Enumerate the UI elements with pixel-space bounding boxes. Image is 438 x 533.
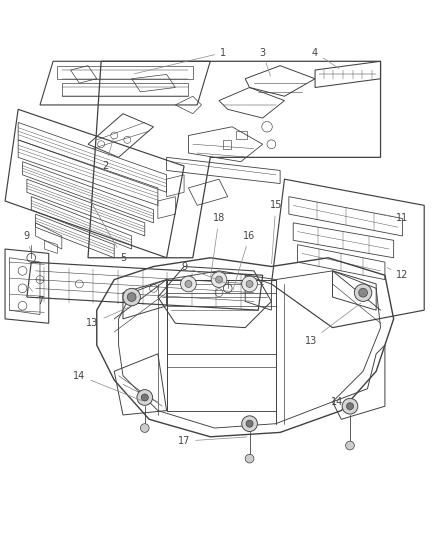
Text: 17: 17 (178, 436, 247, 446)
Text: 9: 9 (24, 231, 31, 251)
Circle shape (180, 276, 196, 292)
Circle shape (215, 276, 223, 283)
Circle shape (141, 424, 149, 432)
Text: 11: 11 (383, 214, 409, 223)
Text: 16: 16 (233, 231, 256, 290)
Circle shape (346, 441, 354, 450)
Circle shape (141, 394, 148, 401)
Text: 3: 3 (260, 47, 271, 76)
Circle shape (127, 293, 136, 302)
Circle shape (245, 454, 254, 463)
Text: 12: 12 (387, 268, 409, 280)
Circle shape (342, 398, 358, 414)
Text: 15: 15 (269, 200, 282, 264)
Circle shape (346, 403, 353, 410)
Circle shape (185, 280, 192, 287)
Text: 9: 9 (181, 262, 225, 283)
Text: 14: 14 (73, 370, 142, 401)
Text: 7: 7 (28, 286, 43, 306)
Circle shape (211, 272, 227, 287)
Circle shape (123, 288, 141, 306)
Circle shape (242, 276, 258, 292)
Circle shape (137, 390, 152, 405)
Text: 5: 5 (89, 199, 126, 263)
Text: 4: 4 (312, 47, 339, 68)
Text: 1: 1 (134, 47, 226, 74)
Circle shape (246, 280, 253, 287)
Text: 14: 14 (331, 397, 350, 410)
Circle shape (354, 284, 372, 302)
Circle shape (359, 288, 367, 297)
Text: 13: 13 (86, 307, 129, 328)
Circle shape (246, 420, 253, 427)
Text: 13: 13 (304, 303, 361, 346)
Circle shape (242, 416, 258, 432)
Text: 2: 2 (102, 138, 113, 171)
Text: 18: 18 (211, 214, 225, 277)
